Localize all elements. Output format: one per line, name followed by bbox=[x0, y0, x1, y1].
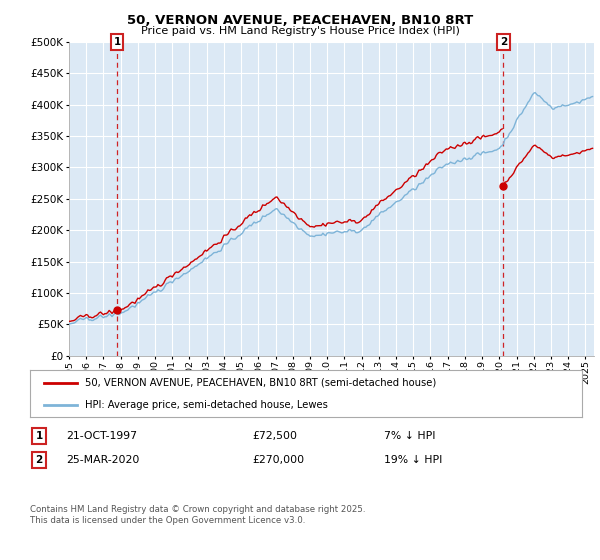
Text: 25-MAR-2020: 25-MAR-2020 bbox=[66, 455, 139, 465]
Text: £72,500: £72,500 bbox=[252, 431, 297, 441]
Text: Price paid vs. HM Land Registry's House Price Index (HPI): Price paid vs. HM Land Registry's House … bbox=[140, 26, 460, 36]
Text: 2: 2 bbox=[35, 455, 43, 465]
Text: HPI: Average price, semi-detached house, Lewes: HPI: Average price, semi-detached house,… bbox=[85, 400, 328, 410]
Text: 7% ↓ HPI: 7% ↓ HPI bbox=[384, 431, 436, 441]
Text: 1: 1 bbox=[35, 431, 43, 441]
Text: 1: 1 bbox=[113, 37, 121, 47]
Text: 2: 2 bbox=[500, 37, 507, 47]
Text: 21-OCT-1997: 21-OCT-1997 bbox=[66, 431, 137, 441]
Text: £270,000: £270,000 bbox=[252, 455, 304, 465]
Text: 19% ↓ HPI: 19% ↓ HPI bbox=[384, 455, 442, 465]
Text: Contains HM Land Registry data © Crown copyright and database right 2025.
This d: Contains HM Land Registry data © Crown c… bbox=[30, 505, 365, 525]
Text: 50, VERNON AVENUE, PEACEHAVEN, BN10 8RT (semi-detached house): 50, VERNON AVENUE, PEACEHAVEN, BN10 8RT … bbox=[85, 378, 436, 388]
Text: 50, VERNON AVENUE, PEACEHAVEN, BN10 8RT: 50, VERNON AVENUE, PEACEHAVEN, BN10 8RT bbox=[127, 14, 473, 27]
